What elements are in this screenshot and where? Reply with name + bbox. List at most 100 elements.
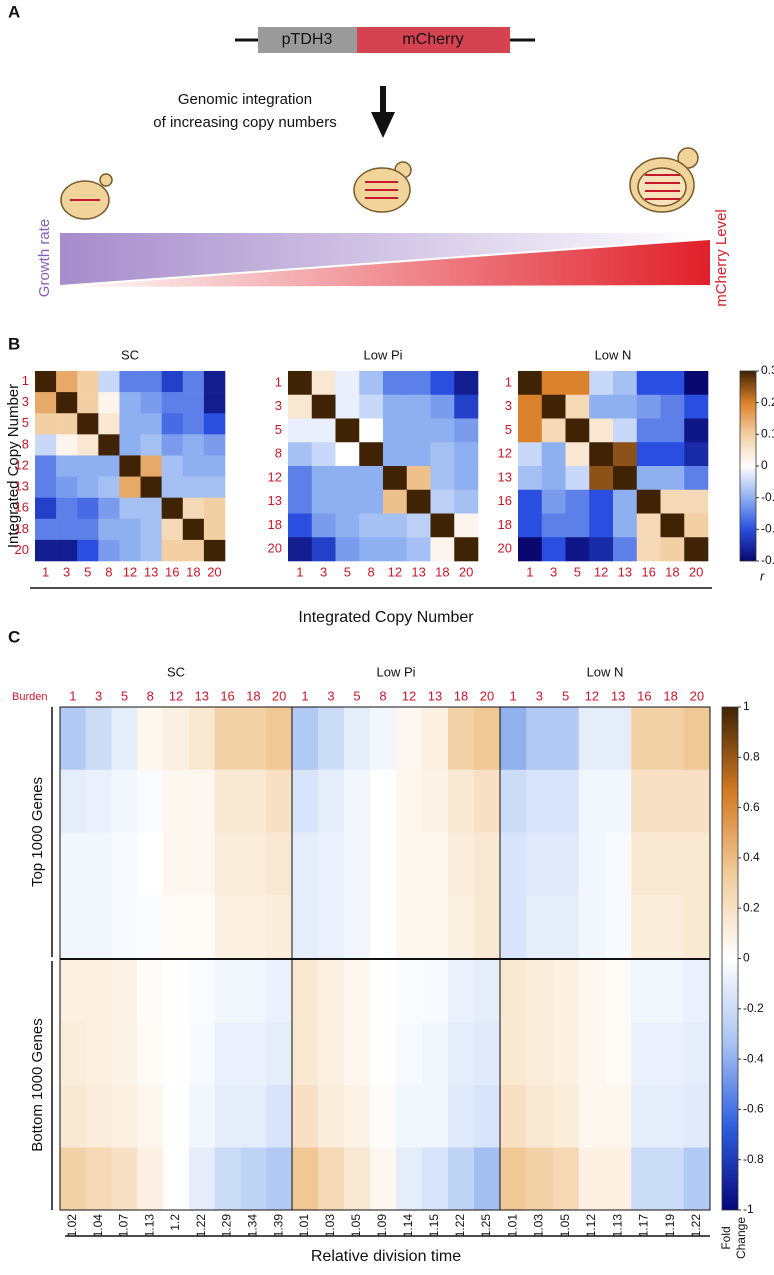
heatmap-band (240, 769, 267, 833)
heatmap-cell (589, 513, 614, 538)
heatmap-band (657, 1022, 685, 1086)
heatmap-cell (311, 513, 336, 538)
heatmap-band (683, 1022, 711, 1086)
heatmap-cell (119, 413, 141, 435)
heatmap-band (111, 1085, 138, 1148)
heatmap-band (111, 769, 138, 833)
heatmap-band (266, 960, 293, 1023)
heatmap-cell (518, 537, 543, 562)
heatmap-cell (359, 513, 384, 538)
heatmap-cell (684, 418, 709, 443)
heatmap-band (578, 1147, 606, 1211)
heatmap-band (370, 1147, 397, 1211)
heatmap-cell (56, 518, 78, 541)
heatmap-cell (406, 394, 431, 419)
heatmap-cell (565, 371, 590, 396)
column-label: 13 (411, 564, 425, 579)
heatmap-band (137, 769, 164, 833)
x-tick-label: 1.03 (532, 1214, 546, 1238)
colorbar-tick-label: -0.2 (761, 522, 774, 536)
x-tick-label: 1.13 (610, 1214, 624, 1238)
panel-label: B (8, 334, 20, 353)
heatmap-cell (383, 371, 408, 396)
heatmap-band (292, 1022, 319, 1086)
heatmap-cell (430, 537, 455, 562)
burden-label: 1 (510, 688, 517, 703)
column-label: 3 (550, 564, 557, 579)
heatmap-cell (119, 434, 141, 456)
heatmap-cell (35, 497, 57, 520)
heatmap-cell (161, 476, 184, 498)
heatmap-band (188, 769, 215, 833)
heatmap-band (370, 1022, 397, 1086)
heatmap-band (552, 1022, 580, 1086)
colorbar (721, 706, 739, 1211)
x-tick-label: 1.19 (663, 1214, 677, 1238)
heatmap-cell (430, 418, 455, 443)
heatmap-band (318, 960, 345, 1023)
heatmap-cell (684, 513, 709, 538)
heatmap-cell (56, 413, 78, 435)
heatmap-band (396, 769, 423, 833)
heatmap-band (85, 1085, 112, 1148)
heatmap-cell (541, 394, 566, 419)
heatmap-band (526, 1147, 553, 1211)
heatmap-band (500, 1147, 527, 1211)
row-label: 20 (268, 541, 282, 556)
heatmap-cell (454, 513, 479, 538)
colorbar-tick-label: -0.4 (743, 1051, 764, 1065)
heatmap-cell (518, 466, 543, 491)
heatmap-cell (406, 442, 431, 467)
heatmap-band (188, 832, 215, 896)
heatmap-cell (119, 392, 141, 414)
heatmap-band (474, 769, 501, 833)
heatmap-band (188, 1022, 215, 1086)
heatmap-cell (359, 489, 384, 514)
heatmap-band (370, 895, 397, 959)
heatmap-cell (161, 434, 184, 456)
heatmap-cell (518, 513, 543, 538)
heatmap-cell (203, 371, 226, 393)
heatmap-band (85, 707, 112, 771)
heatmap-band (60, 769, 87, 833)
heatmap-band (526, 832, 553, 896)
heatmap-band (631, 895, 658, 959)
column-label: 16 (165, 564, 179, 579)
x-tick-label: 1.22 (194, 1214, 208, 1238)
heatmap-cell (119, 497, 141, 520)
heatmap-cell (589, 371, 614, 396)
heatmap-band (683, 960, 711, 1023)
heatmap-cell (140, 455, 162, 477)
heatmap-cell (77, 434, 99, 456)
heatmap-band (500, 960, 527, 1023)
heatmap-cell (565, 442, 590, 467)
x-tick-label: 1.25 (479, 1214, 493, 1238)
burden-label: 16 (637, 688, 651, 703)
x-tick-label: 1.04 (91, 1214, 105, 1238)
heatmap-cell (335, 442, 360, 467)
heatmap-band (526, 960, 553, 1023)
heatmap-cell (35, 413, 57, 435)
matrix-title: Low Pi (363, 347, 402, 362)
heatmap-cell (203, 539, 226, 562)
heatmap-band (631, 1085, 658, 1148)
heatmap-band (318, 895, 345, 959)
heatmap-band (605, 1085, 632, 1148)
colorbar-tick-label: -0.1 (761, 490, 774, 504)
heatmap-cell (613, 489, 638, 514)
heatmap-cell (335, 394, 360, 419)
burden-label: Burden (12, 691, 47, 703)
heatmap-band (448, 1147, 475, 1211)
heatmap-cell (613, 418, 638, 443)
heatmap-cell (119, 518, 141, 541)
heatmap-cell (140, 434, 162, 456)
heatmap-band (474, 960, 501, 1023)
heatmap-band (188, 895, 215, 959)
heatmap-band (448, 1022, 475, 1086)
x-tick-label: 1.29 (220, 1214, 234, 1238)
heatmap-cell (288, 371, 313, 396)
heatmap-band (214, 895, 241, 959)
heatmap-band (344, 1085, 371, 1148)
burden-label: 1 (301, 688, 308, 703)
heatmap-cell (589, 489, 614, 514)
